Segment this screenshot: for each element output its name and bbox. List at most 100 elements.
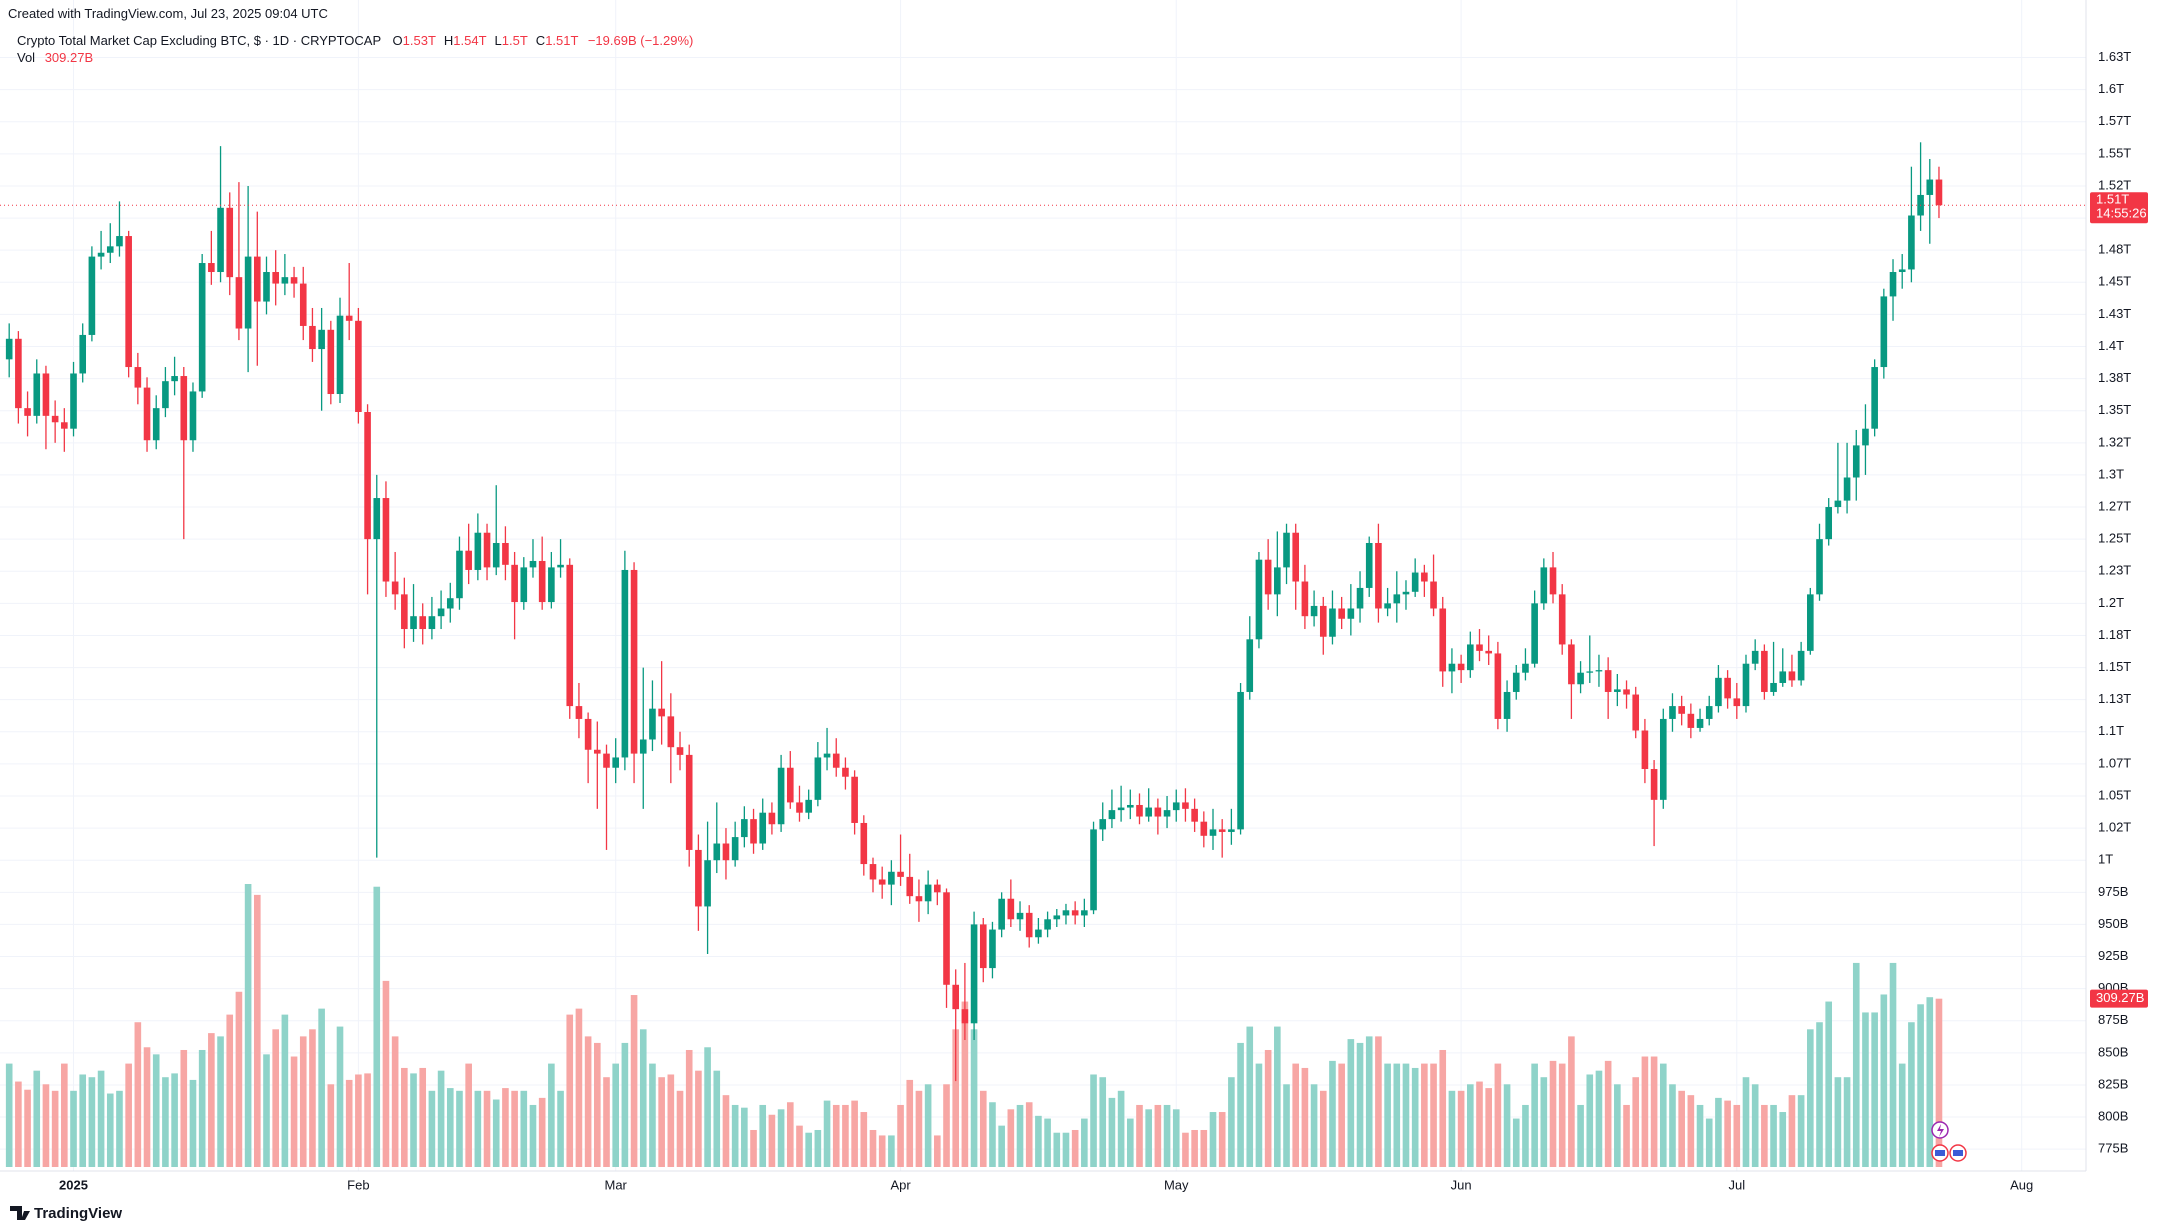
candle-body bbox=[823, 753, 831, 758]
volume-bar bbox=[1862, 1012, 1869, 1167]
candle-body bbox=[1568, 644, 1575, 685]
volume-bar bbox=[97, 1070, 105, 1167]
volume-bar bbox=[1852, 962, 1860, 1167]
watermark: Created with TradingView.com, Jul 23, 20… bbox=[8, 6, 328, 21]
y-tick-label: 925B bbox=[2098, 948, 2128, 963]
y-tick-label: 1.1T bbox=[2098, 723, 2124, 738]
candle-body bbox=[924, 884, 932, 902]
volume-bar bbox=[1586, 1074, 1594, 1167]
volume-bar bbox=[1228, 1077, 1235, 1167]
y-tick-label: 875B bbox=[2098, 1012, 2128, 1027]
volume-bar bbox=[1081, 1118, 1088, 1167]
candle-body bbox=[1375, 542, 1382, 609]
candle-body bbox=[180, 376, 188, 441]
candle-body bbox=[1540, 567, 1548, 604]
y-tick-label: 1.55T bbox=[2098, 145, 2131, 160]
candle-body bbox=[869, 864, 877, 880]
ohlc-key: O bbox=[392, 33, 403, 48]
candle-body bbox=[1678, 706, 1685, 714]
last-price-badge bbox=[2090, 192, 2148, 224]
y-tick-label: 1.27T bbox=[2098, 498, 2131, 513]
candle-body bbox=[759, 812, 767, 844]
volume-bar bbox=[401, 1067, 408, 1167]
logo-glyph bbox=[10, 1206, 30, 1220]
y-tick-label: 800B bbox=[2098, 1108, 2128, 1123]
footer-brand: TradingView bbox=[34, 1205, 122, 1222]
volume-bar bbox=[1062, 1132, 1070, 1167]
volume-bar bbox=[814, 1129, 822, 1167]
volume-bar bbox=[70, 1090, 77, 1167]
volume-bar bbox=[1476, 1081, 1483, 1167]
volume-bar bbox=[1163, 1104, 1171, 1167]
candle-body bbox=[244, 256, 252, 329]
volume-bar bbox=[1439, 1049, 1447, 1167]
candle-body bbox=[428, 616, 436, 630]
volume-bar bbox=[667, 1074, 675, 1167]
volume-bar bbox=[1393, 1063, 1401, 1167]
candle-body bbox=[667, 716, 675, 748]
volume-bar bbox=[1430, 1063, 1437, 1167]
volume-bar bbox=[869, 1129, 877, 1167]
candle-body bbox=[1347, 608, 1355, 619]
candle-body bbox=[575, 706, 583, 719]
candle-body bbox=[483, 532, 491, 568]
event-icon-glyph bbox=[1937, 1124, 1944, 1137]
flag-glyph bbox=[1953, 1150, 1963, 1156]
candle-body bbox=[1834, 500, 1842, 508]
volume-bar bbox=[1733, 1104, 1741, 1167]
candle-body bbox=[832, 753, 840, 768]
volume-bar bbox=[15, 1081, 22, 1167]
candle-body bbox=[1283, 532, 1290, 568]
volume-bar bbox=[1669, 1084, 1676, 1167]
volume-bar bbox=[1283, 1084, 1290, 1167]
candle-body bbox=[290, 277, 298, 284]
volume-bar bbox=[33, 1070, 41, 1167]
y-tick-label: 1.35T bbox=[2098, 402, 2131, 417]
volume-bar bbox=[1365, 1036, 1373, 1167]
volume-bar bbox=[1007, 1109, 1015, 1167]
candle-body bbox=[208, 263, 215, 273]
volume-bar bbox=[1274, 1026, 1281, 1167]
candle-body bbox=[979, 924, 987, 969]
volume-bar bbox=[1035, 1115, 1042, 1167]
candle-body bbox=[5, 338, 13, 360]
candle-body bbox=[538, 560, 546, 603]
candle-body bbox=[1512, 672, 1520, 692]
candle-body bbox=[1687, 713, 1695, 728]
candle-body bbox=[1062, 910, 1070, 916]
candle-body bbox=[272, 272, 279, 284]
y-tick-label: 1.07T bbox=[2098, 755, 2131, 770]
volume-bar bbox=[410, 1073, 417, 1167]
candle-body bbox=[1485, 650, 1492, 654]
volume-bar bbox=[1301, 1067, 1309, 1167]
volume-bar bbox=[676, 1090, 684, 1167]
volume-bar bbox=[1172, 1109, 1180, 1167]
candle-body bbox=[878, 879, 886, 885]
volume-bar bbox=[1448, 1090, 1456, 1167]
volume-bar bbox=[989, 1102, 996, 1167]
volume-bar bbox=[603, 1077, 610, 1167]
volume-bar bbox=[171, 1073, 178, 1167]
volume-bar bbox=[465, 1063, 472, 1167]
volume-bar bbox=[1834, 1077, 1842, 1167]
candle-body bbox=[1751, 650, 1759, 664]
candle-body bbox=[786, 767, 794, 803]
volume-bar bbox=[649, 1063, 656, 1167]
volume-bar bbox=[538, 1097, 546, 1167]
candle-body bbox=[419, 616, 427, 630]
volume-bar bbox=[1246, 1026, 1254, 1167]
volume-bar bbox=[621, 1042, 629, 1167]
candle-body bbox=[116, 236, 123, 247]
candle-body bbox=[685, 754, 693, 850]
y-tick-label: 1.43T bbox=[2098, 306, 2131, 321]
candle-body bbox=[1163, 810, 1171, 817]
candle-body bbox=[1797, 650, 1805, 681]
candle-body bbox=[612, 757, 619, 768]
candle-body bbox=[1807, 594, 1814, 651]
candle-body bbox=[1889, 272, 1897, 297]
candle-body bbox=[1411, 572, 1419, 592]
ohlc-value: 1.54T bbox=[453, 33, 487, 48]
volume-bar bbox=[832, 1104, 840, 1167]
candle-body bbox=[1035, 929, 1042, 938]
volume-bar bbox=[1678, 1090, 1685, 1167]
